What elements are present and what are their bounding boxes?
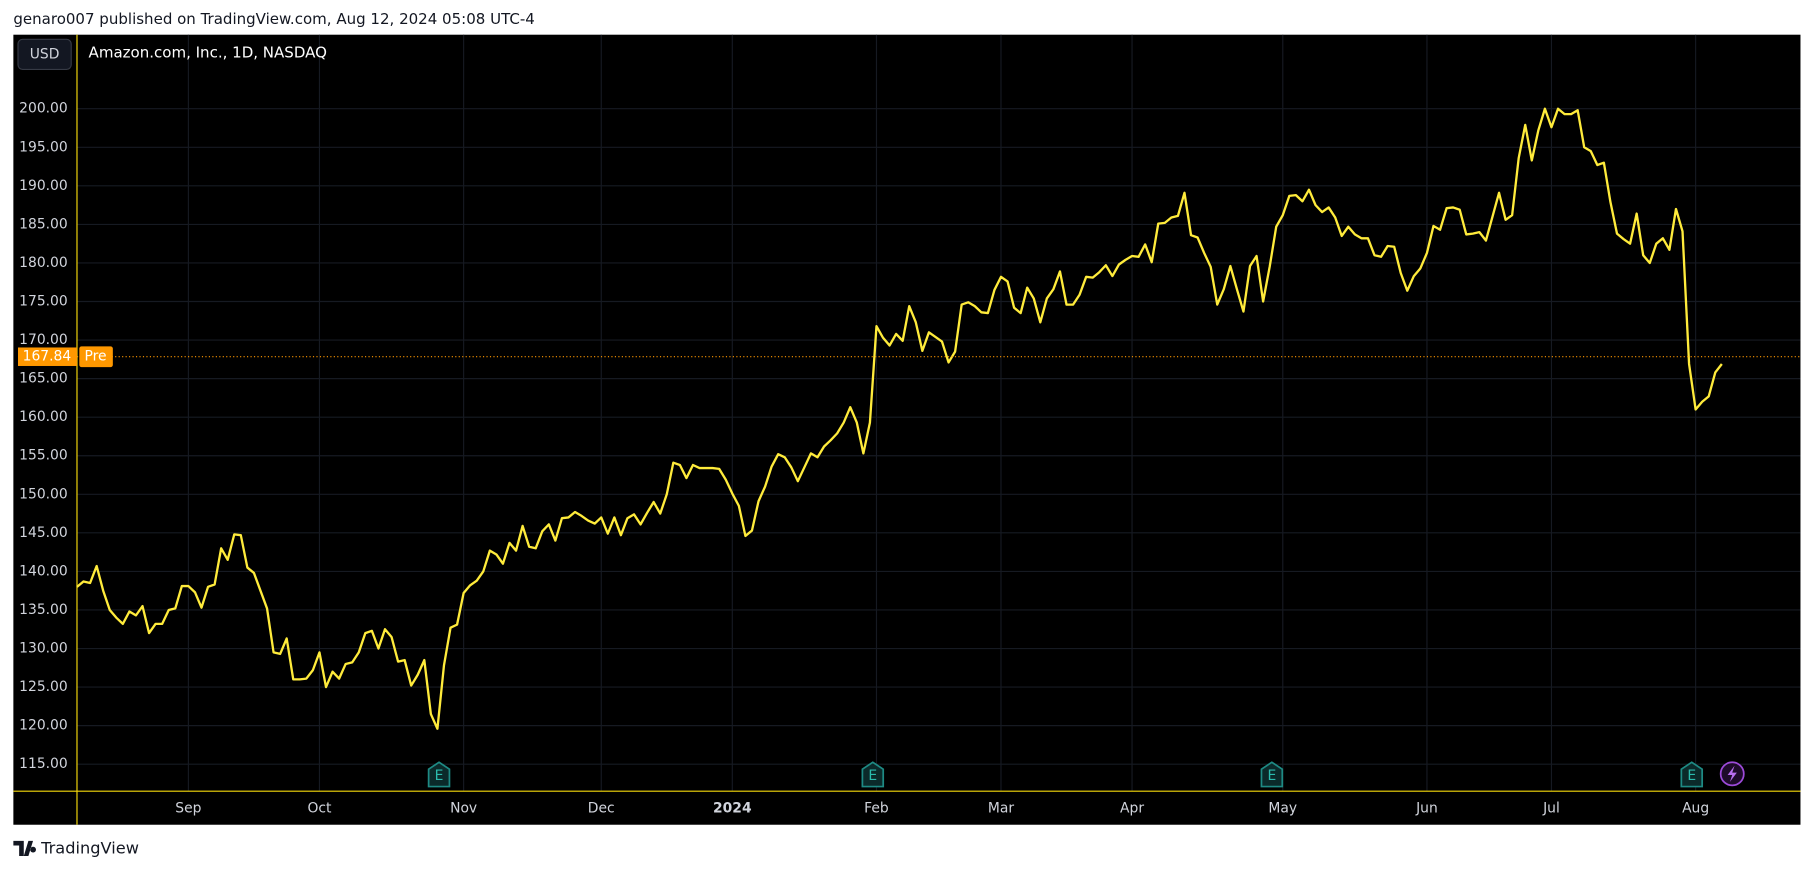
x-tick-label: Sep [175, 801, 201, 817]
earnings-icon[interactable]: E [1260, 761, 1284, 788]
session-tag [79, 346, 113, 368]
x-tick-label: Jun [1415, 801, 1438, 817]
earnings-label: E [435, 768, 444, 784]
earnings-icon[interactable]: E [1680, 761, 1704, 788]
last-price-tag [17, 347, 77, 366]
y-tick-label: 190.00 [19, 178, 68, 194]
x-tick-label: Jul [1542, 801, 1560, 817]
chart-title: Amazon.com, Inc., 1D, NASDAQ [89, 44, 327, 62]
y-tick-label: 150.00 [19, 486, 68, 502]
y-tick-label: 135.00 [19, 602, 68, 618]
currency-label: USD [30, 46, 60, 62]
y-tick-label: 170.00 [19, 332, 68, 348]
y-tick-label: 140.00 [19, 563, 68, 579]
x-tick-label: Nov [450, 801, 477, 817]
x-tick-label: Apr [1120, 801, 1144, 817]
y-tick-label: 165.00 [19, 371, 68, 387]
y-tick-label: 180.00 [19, 255, 68, 271]
y-tick-label: 185.00 [19, 216, 68, 232]
y-tick-label: 120.00 [19, 718, 68, 734]
earnings-label: E [1687, 768, 1696, 784]
x-tick-label: Oct [307, 801, 332, 817]
earnings-label: E [1267, 768, 1276, 784]
x-tick-label: May [1268, 801, 1297, 817]
y-tick-label: 195.00 [19, 139, 68, 155]
currency-button[interactable] [17, 38, 72, 70]
x-tick-label: Aug [1682, 801, 1709, 817]
y-tick-label: 200.00 [19, 101, 68, 117]
earnings-label: E [868, 768, 877, 784]
y-tick-label: 145.00 [19, 525, 68, 541]
x-tick-label: 2024 [713, 801, 752, 817]
y-tick-label: 155.00 [19, 448, 68, 464]
x-tick-label: Mar [988, 801, 1014, 817]
y-tick-label: 125.00 [19, 679, 68, 695]
y-tick-label: 130.00 [19, 641, 68, 657]
session-label: Pre [84, 349, 106, 365]
earnings-icon[interactable]: E [861, 761, 885, 788]
earnings-icons: E E E E [427, 761, 1745, 788]
price-line [76, 107, 1723, 730]
publish-header: genaro007 published on TradingView.com, … [13, 10, 534, 28]
x-tick-label: Dec [588, 801, 615, 817]
earnings-icon[interactable]: E [427, 761, 451, 788]
x-tick-label: Feb [864, 801, 889, 817]
chart-background [13, 34, 1801, 825]
y-tick-label: 160.00 [19, 409, 68, 425]
y-tick-label: 175.00 [19, 294, 68, 310]
news-icon[interactable] [1719, 761, 1745, 787]
footer-logo [13, 840, 36, 856]
footer-brand: TradingView [40, 839, 139, 858]
plot: 115.00 120.00 125.00 130.00 135.00 140.00 145.… [17, 101, 1801, 817]
last-price-label: 167.84 [23, 349, 72, 365]
y-tick-label: 115.00 [19, 756, 68, 772]
grid [76, 34, 1801, 792]
